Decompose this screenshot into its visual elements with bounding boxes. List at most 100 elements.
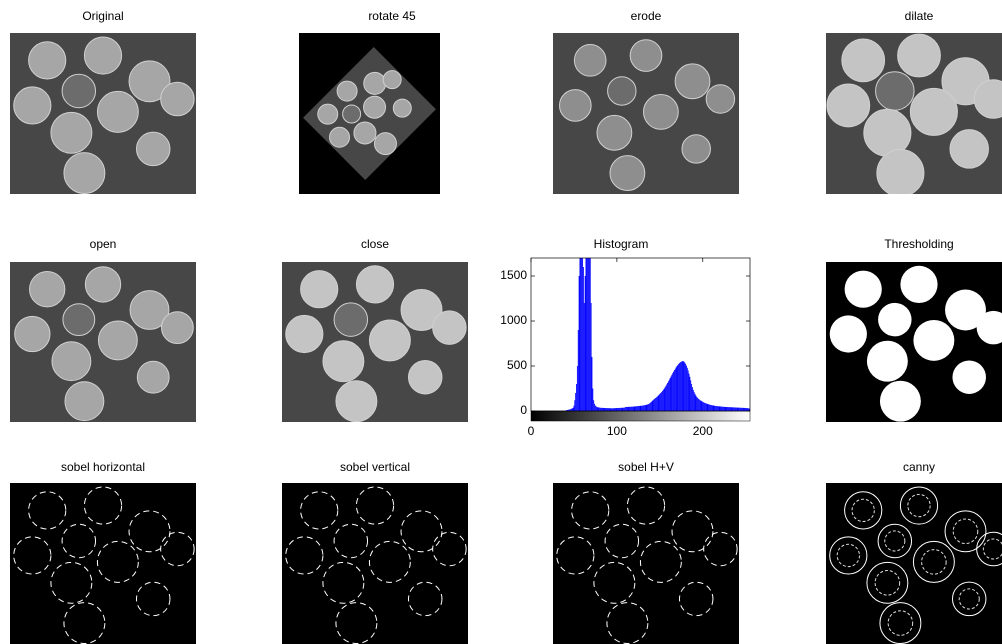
coin-edge [678, 581, 714, 617]
histogram-bar [710, 404, 711, 411]
histogram-bar [592, 388, 594, 411]
histogram-bar [689, 376, 691, 411]
histogram-bar [722, 406, 724, 411]
coin-texture [884, 530, 906, 552]
histogram-bar [600, 407, 602, 411]
coin [129, 290, 170, 330]
coin [949, 129, 989, 169]
histogram-bar [695, 395, 697, 411]
histogram-bar [632, 406, 634, 411]
histogram-bar [586, 258, 588, 411]
coin [826, 83, 871, 128]
coin [363, 95, 387, 119]
coin-edge [866, 561, 909, 604]
histogram-bar [648, 403, 650, 411]
histogram-bar [630, 406, 632, 411]
coin [705, 84, 736, 114]
image-panel [826, 33, 1002, 194]
histogram-bar [576, 384, 577, 411]
histogram-bar [708, 404, 710, 411]
coin [909, 87, 958, 136]
coin [335, 380, 378, 422]
histogram-bar [577, 330, 579, 411]
histogram-bar [710, 405, 712, 411]
histogram-bar [718, 406, 720, 411]
histogram-bar [735, 407, 737, 411]
histogram-bar [613, 408, 614, 411]
histogram-bar [605, 408, 607, 411]
histogram-bar [641, 405, 643, 411]
image-panel [10, 262, 196, 422]
histogram-bar [631, 406, 633, 411]
coin [322, 340, 365, 383]
coin-edge [333, 523, 369, 559]
histogram-bar [645, 404, 647, 411]
histogram-bar [634, 406, 636, 411]
histogram-bar [565, 410, 567, 411]
histogram-bar [569, 409, 571, 411]
coin [879, 380, 921, 422]
histogram-bar [610, 408, 612, 411]
panel-title: erode [631, 9, 662, 23]
coin-edge [976, 531, 1002, 567]
histogram-bar [690, 380, 692, 411]
histogram-bar [661, 391, 663, 411]
histogram-bar [604, 408, 606, 411]
histogram-bar [726, 407, 728, 411]
coin [382, 70, 402, 90]
histogram-bar [594, 405, 596, 411]
coin [876, 149, 925, 194]
coin [136, 360, 170, 394]
panel-title: Thresholding [884, 237, 953, 251]
histogram-bar [719, 406, 721, 411]
histogram-bar [642, 405, 644, 411]
coin [681, 134, 711, 164]
x-tick-label: 200 [693, 424, 713, 438]
histogram-bar [583, 303, 585, 411]
histogram-bar [698, 399, 700, 411]
histogram-bar [739, 407, 741, 411]
histogram-bar [640, 405, 642, 411]
histogram-bar [720, 406, 722, 411]
histogram-bar [694, 393, 696, 411]
coin [368, 319, 411, 362]
histogram-bar [692, 389, 694, 411]
histogram-bar [647, 404, 649, 411]
coin [160, 81, 195, 117]
coin-edge [639, 540, 682, 583]
histogram-bar [568, 409, 570, 411]
histogram-bar [606, 408, 608, 411]
coin [897, 33, 941, 78]
coin [829, 315, 867, 353]
coin-edge [83, 486, 123, 525]
coin [64, 381, 105, 422]
histogram-bar [570, 408, 572, 411]
coin-edge [604, 523, 640, 559]
histogram-bar [707, 404, 709, 411]
coin [432, 310, 467, 345]
histogram-bar [741, 407, 743, 411]
image-panel [282, 262, 468, 422]
histogram-bar [727, 407, 729, 411]
histogram-bar [581, 258, 583, 411]
coin-edge [400, 510, 443, 553]
histogram-bar [575, 393, 577, 411]
image-panel [553, 33, 739, 194]
histogram-bar [684, 362, 686, 411]
histogram-bar [731, 407, 733, 411]
histogram-bar [588, 258, 589, 411]
histogram-bar [571, 408, 573, 411]
histogram-bar [672, 373, 674, 411]
histogram-bar [706, 403, 708, 411]
histogram-bar [635, 406, 637, 411]
histogram-bar [588, 258, 590, 411]
coin [392, 98, 412, 118]
coin-edge [912, 540, 955, 583]
histogram-bar [614, 408, 616, 411]
coin [29, 271, 66, 308]
image-panel [553, 483, 739, 644]
histogram-bar [704, 403, 706, 411]
coin [866, 340, 908, 382]
histogram-bar [667, 381, 669, 411]
